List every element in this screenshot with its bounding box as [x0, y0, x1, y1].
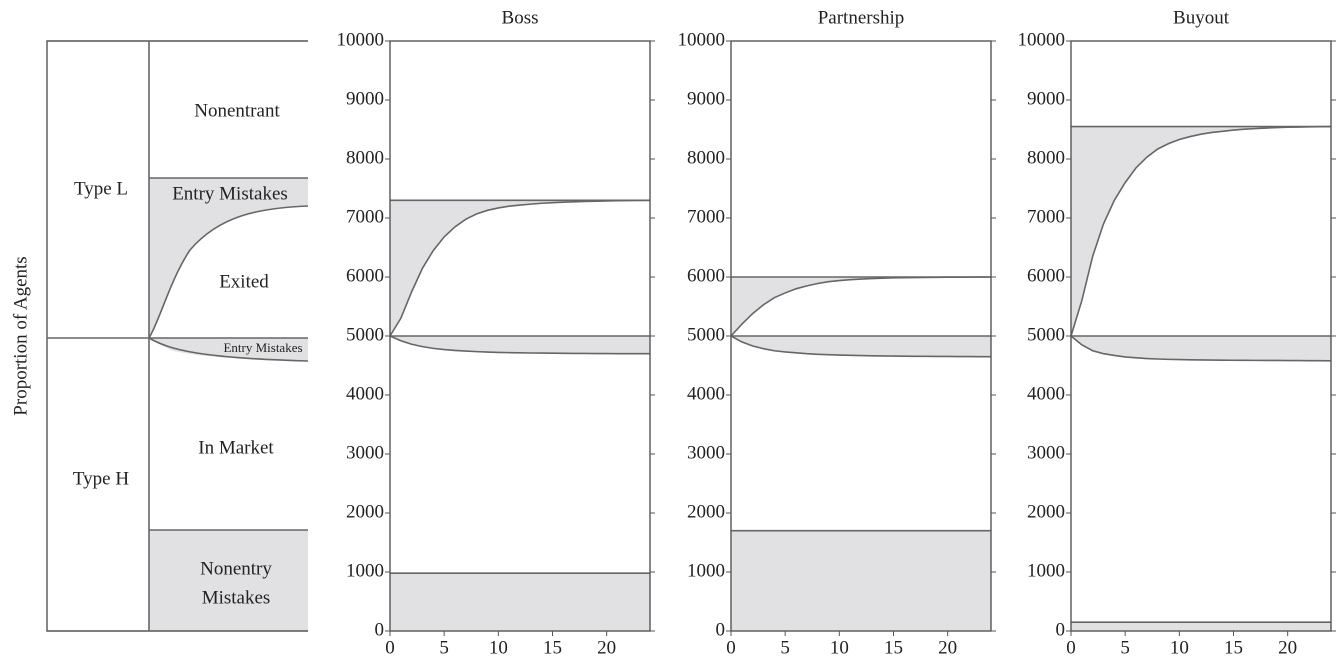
bottom-band: [731, 530, 991, 631]
y-tick-label: 5000: [346, 324, 384, 345]
shaded-region: [731, 336, 991, 357]
region-label: Nonentry: [200, 558, 272, 579]
region-label: In Market: [198, 437, 274, 458]
y-tick-label: 6000: [687, 265, 725, 286]
curve: [389, 199, 651, 337]
shaded-region: [149, 338, 308, 361]
y-tick-label: 7000: [346, 206, 384, 227]
y-tick-label: 10000: [337, 29, 385, 50]
bottom-band: [1071, 622, 1331, 631]
curve: [1070, 125, 1332, 337]
y-tick-label: 5000: [687, 324, 725, 345]
boundary-curve: [148, 205, 309, 339]
y-tick-label: 4000: [687, 383, 725, 404]
panel-title: Buyout: [1173, 7, 1230, 28]
y-tick-label: 3000: [1027, 442, 1065, 463]
y-tick-label: 7000: [687, 206, 725, 227]
schematic: Type L Type H Nonentrant Entry Mistakes …: [46, 40, 309, 632]
region-label: Entry Mistakes: [172, 183, 288, 204]
y-tick-label: 4000: [1027, 383, 1065, 404]
curve: [389, 335, 650, 355]
y-tick-label: 1000: [687, 560, 725, 581]
x-tick-label: 5: [780, 637, 790, 658]
x-tick-label: 15: [543, 637, 562, 658]
x-tick-label: 15: [884, 637, 903, 658]
x-tick-label: 10: [830, 637, 849, 658]
y-axis-label: Proportion of Agents: [10, 256, 31, 415]
curve: [730, 335, 991, 358]
x-tick-label: 10: [489, 637, 508, 658]
y-tick-label: 9000: [1027, 88, 1065, 109]
y-tick-label: 6000: [346, 265, 384, 286]
x-tick-label: 15: [1224, 637, 1243, 658]
y-tick-label: 0: [716, 619, 726, 640]
y-tick-label: 5000: [1027, 324, 1065, 345]
y-tick-label: 0: [375, 619, 385, 640]
y-tick-label: 1000: [1027, 560, 1065, 581]
curve: [730, 276, 992, 337]
schematic-frame: [46, 40, 308, 632]
x-tick-label: 10: [1170, 637, 1189, 658]
shaded-region: [731, 277, 991, 336]
y-tick-label: 9000: [346, 88, 384, 109]
y-tick-label: 1000: [346, 560, 384, 581]
bottom-band: [390, 573, 650, 631]
type-label: Type L: [74, 178, 128, 199]
y-tick-label: 8000: [346, 147, 384, 168]
y-tick-label: 3000: [346, 442, 384, 463]
y-tick-label: 4000: [346, 383, 384, 404]
y-tick-label: 9000: [687, 88, 725, 109]
curve: [1070, 335, 1332, 362]
type-label: Type H: [73, 468, 129, 489]
boundary-curve: [148, 337, 309, 362]
x-tick-label: 20: [1278, 637, 1297, 658]
shaded-region: [1071, 126, 1331, 336]
y-tick-label: 2000: [1027, 501, 1065, 522]
shaded-region: [390, 336, 650, 354]
x-tick-label: 0: [385, 637, 395, 658]
region-label: Exited: [219, 271, 269, 292]
shaded-region: [1071, 336, 1331, 361]
y-tick-label: 10000: [678, 29, 726, 50]
x-tick-label: 5: [1120, 637, 1130, 658]
shaded-region: [149, 178, 308, 338]
panel-title: Boss: [502, 7, 539, 28]
y-tick-label: 6000: [1027, 265, 1065, 286]
y-tick-label: 8000: [687, 147, 725, 168]
x-tick-label: 20: [938, 637, 957, 658]
y-tick-label: 10000: [1018, 29, 1066, 50]
x-tick-label: 20: [597, 637, 616, 658]
region-label: Entry Mistakes: [223, 340, 302, 355]
y-tick-label: 0: [1056, 619, 1066, 640]
y-tick-label: 3000: [687, 442, 725, 463]
region-label: Mistakes: [202, 587, 271, 608]
x-tick-label: 5: [439, 637, 449, 658]
shaded-region: [149, 530, 308, 631]
y-tick-label: 2000: [687, 501, 725, 522]
y-tick-label: 8000: [1027, 147, 1065, 168]
y-tick-label: 7000: [1027, 206, 1065, 227]
panel-title: Partnership: [818, 7, 905, 28]
shaded-region: [390, 200, 650, 336]
y-tick-label: 2000: [346, 501, 384, 522]
x-tick-label: 0: [726, 637, 736, 658]
region-label: Nonentrant: [194, 100, 280, 121]
x-tick-label: 0: [1066, 637, 1076, 658]
